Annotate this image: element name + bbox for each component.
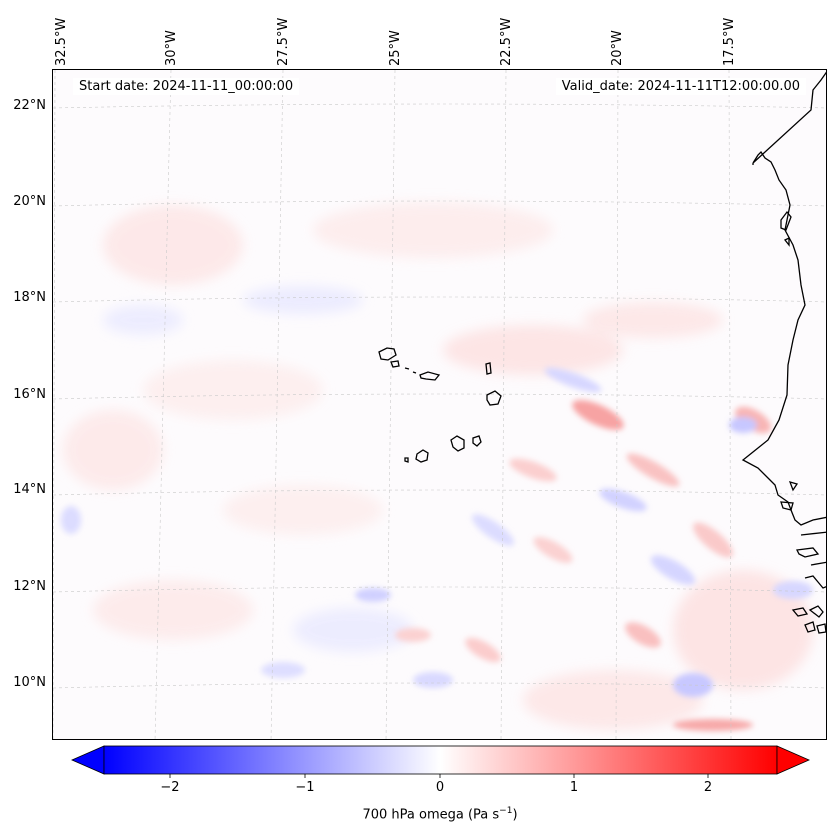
valid-date-label: Valid_date: 2024-11-11T12:00:00.00 bbox=[555, 78, 806, 95]
colorbar-label-exponent: −1 bbox=[499, 806, 513, 816]
colorbar-tick-label-m2: −2 bbox=[160, 780, 180, 795]
omega-field bbox=[53, 70, 826, 739]
lat-label-10n: 10°N bbox=[13, 675, 46, 690]
map-panel: Start date: 2024-11-11_00:00:00 Valid_da… bbox=[52, 69, 827, 740]
lat-label-12n: 12°N bbox=[13, 579, 46, 594]
lat-label-14n: 14°N bbox=[13, 482, 46, 497]
colorbar-extend-max bbox=[776, 745, 810, 775]
lon-label-32-5w: 32.5°W bbox=[54, 17, 69, 66]
start-date-label: Start date: 2024-11-11_00:00:00 bbox=[73, 78, 300, 95]
colorbar-tick-label-0: 0 bbox=[435, 780, 445, 795]
lon-label-30w: 30°W bbox=[164, 30, 179, 66]
lat-label-18n: 18°N bbox=[13, 290, 46, 305]
lon-label-25w: 25°W bbox=[388, 30, 403, 66]
colorbar-label-text: 700 hPa omega (Pa s bbox=[362, 807, 500, 823]
lat-label-20n: 20°N bbox=[13, 194, 46, 209]
colorbar bbox=[52, 744, 827, 784]
lon-label-20w: 20°W bbox=[610, 30, 625, 66]
colorbar-tick-label-1: 1 bbox=[569, 780, 579, 795]
colorbar-tick-label-m1: −1 bbox=[295, 780, 315, 795]
colorbar-extend-min bbox=[71, 745, 105, 775]
colorbar-label-close: ) bbox=[512, 807, 518, 823]
lon-label-27-5w: 27.5°W bbox=[276, 17, 291, 66]
colorbar-bar bbox=[103, 745, 778, 775]
colorbar-svg bbox=[71, 745, 810, 778]
lon-label-22-5w: 22.5°W bbox=[499, 17, 514, 66]
lat-label-22n: 22°N bbox=[13, 98, 46, 113]
lat-label-16n: 16°N bbox=[13, 387, 46, 402]
lon-label-17-5w: 17.5°W bbox=[722, 17, 737, 66]
colorbar-tick-label-2: 2 bbox=[703, 780, 713, 795]
colorbar-label: 700 hPa omega (Pa s−1) bbox=[0, 806, 837, 822]
